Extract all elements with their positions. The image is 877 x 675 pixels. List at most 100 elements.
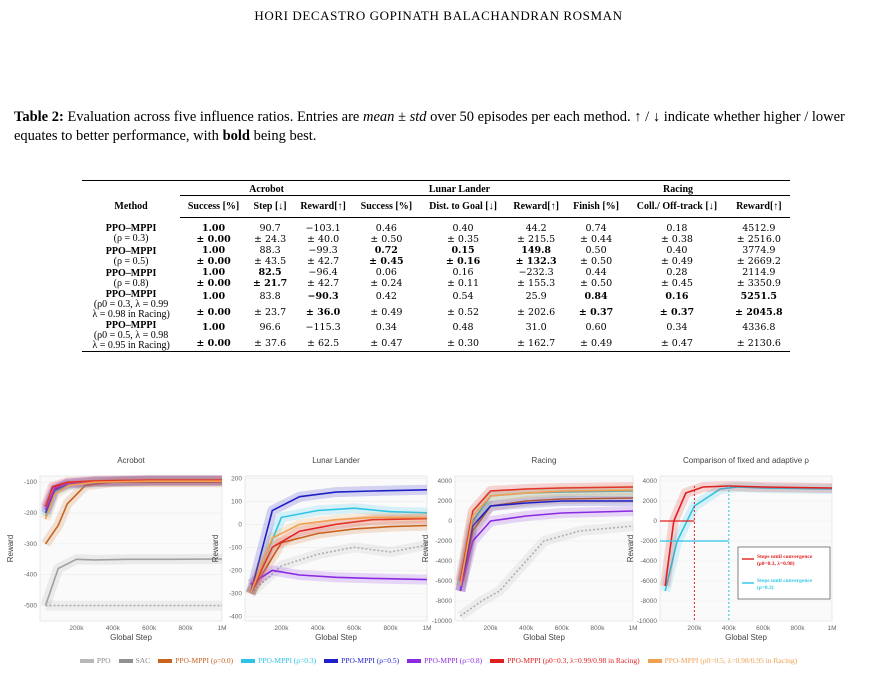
mean-cell: 0.18 xyxy=(666,223,688,234)
legend-swatch xyxy=(241,659,256,664)
method-params: (ρ0 = 0.5, λ = 0.98 xyxy=(93,330,169,341)
std-cell: ± 36.0 xyxy=(305,306,341,318)
x-tick-label: 600k xyxy=(555,625,570,632)
std-cell: ± 0.38 xyxy=(660,234,693,245)
std-cell: ± 3350.9 xyxy=(736,278,781,289)
series-line xyxy=(459,500,633,592)
annotation-sub-adaptive: (ρ0=0.3, λ=0.98) xyxy=(757,560,795,567)
std-cell: ± 2669.2 xyxy=(736,256,781,267)
y-tick-label: -6000 xyxy=(435,578,452,585)
std-cell: ± 215.5 xyxy=(517,234,556,245)
y-tick-label: -6000 xyxy=(640,578,657,585)
column-header: Reward[↑] xyxy=(727,195,790,218)
method-header: Method xyxy=(114,201,148,212)
legend-label: PPO xyxy=(96,656,111,665)
legend-swatch xyxy=(647,659,662,664)
legend-label: PPO-MPPI (ρ0=0.5, λ=0.98/0.95 in Racing) xyxy=(664,656,798,665)
std-cell: ± 0.35 xyxy=(446,234,480,245)
group-lunar-lander: Lunar Lander xyxy=(352,180,567,196)
std-cell: ± 0.00 xyxy=(196,278,231,289)
x-tick-label: 800k xyxy=(590,625,605,632)
std-cell: ± 0.44 xyxy=(579,234,613,245)
mean-cell: 5251.5 xyxy=(740,291,778,303)
y-tick-label: -400 xyxy=(24,572,37,579)
method-name: PPO–MPPI xyxy=(105,320,157,331)
x-tick-label: 400k xyxy=(106,625,121,632)
std-cell: ± 2045.8 xyxy=(735,306,783,318)
std-cell: ± 0.50 xyxy=(370,234,403,245)
x-tick-label: 1M xyxy=(827,625,836,632)
std-cell: ± 155.3 xyxy=(517,278,556,289)
caption-em: mean ± std xyxy=(362,109,427,125)
mean-cell: 149.8 xyxy=(521,245,552,256)
x-tick-label: 600k xyxy=(142,625,157,632)
caption-bold-word: bold xyxy=(222,128,250,144)
chart-title: Racing xyxy=(532,456,557,465)
std-cell: ± 0.00 xyxy=(196,256,231,267)
std-cell: ± 42.7 xyxy=(307,256,340,267)
mean-cell: 0.44 xyxy=(585,267,607,278)
mean-cell: 0.50 xyxy=(585,245,607,256)
y-tick-label: -2000 xyxy=(435,538,452,545)
legend-item: PPO xyxy=(79,656,111,665)
mean-cell: 3774.9 xyxy=(742,245,776,256)
std-cell: ± 42.7 xyxy=(307,278,340,289)
y-tick-label: -100 xyxy=(229,544,242,551)
column-header: Dist. to Goal [↓] xyxy=(419,195,507,218)
chart-title: Acrobot xyxy=(117,456,145,465)
std-cell: ± 0.11 xyxy=(446,278,480,289)
mean-cell: −96.4 xyxy=(308,267,338,278)
column-header: Reward[↑] xyxy=(293,195,353,218)
y-tick-label: -10000 xyxy=(637,618,658,625)
method-name: PPO–MPPI xyxy=(105,289,157,300)
method-cell: PPO–MPPI (ρ = 0.3) xyxy=(82,218,180,246)
mean-cell: 25.9 xyxy=(525,291,547,303)
mean-cell: 0.46 xyxy=(375,223,397,234)
legend-item: PPO-MPPI (ρ0=0.5, λ=0.98/0.95 in Racing) xyxy=(647,656,798,665)
y-tick-label: -8000 xyxy=(435,598,452,605)
x-axis-label: Global Step xyxy=(315,633,357,642)
mean-cell: 0.48 xyxy=(452,322,474,334)
std-cell: ± 40.0 xyxy=(307,234,340,245)
y-tick-label: -4000 xyxy=(640,558,657,565)
y-tick-label: -200 xyxy=(229,567,242,574)
std-cell: ± 0.16 xyxy=(445,256,481,267)
training-curves: Acrobot -100 -200 -300 -400 -500 200k 400k 600k 8… xyxy=(6,456,837,642)
series-line xyxy=(459,486,634,582)
x-tick-label: 1M xyxy=(422,625,431,632)
method-params: (ρ0 = 0.3, λ = 0.99 xyxy=(93,299,169,310)
method-params: λ = 0.98 in Racing) xyxy=(92,309,170,320)
x-tick-label: 600k xyxy=(756,625,771,632)
mean-cell: 0.40 xyxy=(452,223,474,234)
mean-cell: 83.8 xyxy=(259,291,281,303)
chart-title: Comparison of fixed and adaptive ρ xyxy=(683,456,809,465)
chart-title: Lunar Lander xyxy=(312,456,360,465)
y-tick-label: -100 xyxy=(24,479,37,486)
legend-swatch xyxy=(118,659,133,664)
legend-item: PPO-MPPI (ρ=0.5) xyxy=(324,656,399,665)
legend-swatch xyxy=(490,659,505,664)
y-tick-label: -300 xyxy=(229,590,242,597)
std-cell: ± 0.00 xyxy=(196,337,231,349)
mean-cell: 1.00 xyxy=(201,291,226,303)
legend-item: PPO-MPPI (ρ=0.0) xyxy=(158,656,233,665)
mean-cell: −99.3 xyxy=(308,245,338,256)
y-tick-label: -200 xyxy=(24,510,37,517)
mean-cell: 4336.8 xyxy=(742,322,776,334)
std-cell: ± 24.3 xyxy=(254,234,287,245)
method-name: PPO–MPPI xyxy=(105,267,157,279)
mean-cell: −103.1 xyxy=(305,223,341,234)
y-tick-label: 200 xyxy=(231,475,242,482)
series-line xyxy=(44,479,222,508)
x-tick-label: 800k xyxy=(384,625,399,632)
y-tick-label: 2000 xyxy=(643,498,658,505)
series-line xyxy=(249,517,428,594)
mean-cell: 0.54 xyxy=(452,291,474,303)
mean-cell: 0.42 xyxy=(375,291,397,303)
mean-cell: 1.00 xyxy=(201,322,226,334)
method-cell: PPO–MPPI (ρ0 = 0.3, λ = 0.99 λ = 0.98 in R… xyxy=(82,289,180,320)
legend-swatch xyxy=(324,659,339,664)
mean-cell: 31.0 xyxy=(525,322,547,334)
y-axis-label: Reward xyxy=(6,535,15,563)
x-tick-label: 600k xyxy=(347,625,362,632)
